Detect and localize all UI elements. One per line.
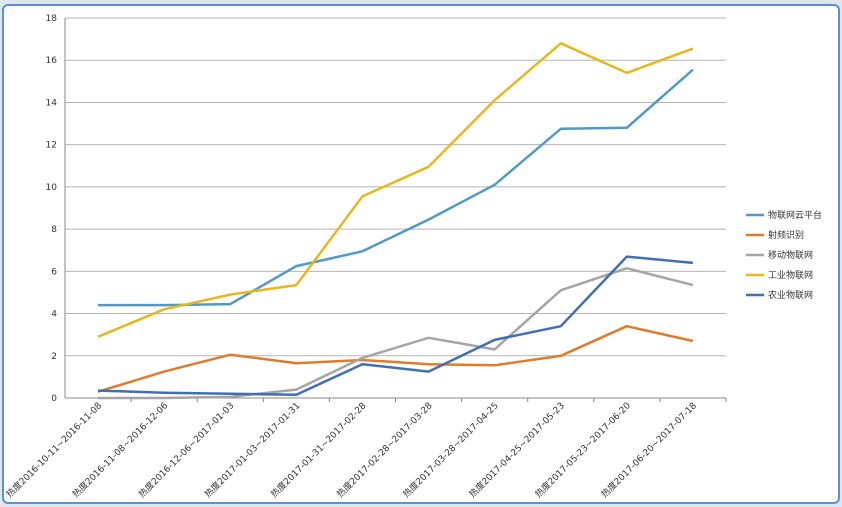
chart: 024681012141618热度2016-10-11~2016-11-08热度… bbox=[4, 14, 822, 500]
series-line bbox=[97, 324, 694, 393]
y-tick-label: 12 bbox=[46, 141, 57, 151]
series-line bbox=[98, 68, 694, 307]
legend-label: 农业物联网 bbox=[768, 289, 813, 301]
y-tick-label: 16 bbox=[46, 56, 58, 66]
y-tick-label: 8 bbox=[51, 225, 57, 235]
series-line bbox=[98, 266, 694, 400]
series-line bbox=[97, 42, 694, 338]
y-tick-label: 10 bbox=[46, 183, 58, 193]
series-line bbox=[97, 255, 694, 397]
y-tick-label: 2 bbox=[51, 352, 57, 362]
legend-label: 物联网云平台 bbox=[768, 209, 822, 221]
y-tick-label: 0 bbox=[51, 394, 57, 404]
y-tick-label: 4 bbox=[51, 310, 57, 320]
y-tick-label: 14 bbox=[46, 98, 58, 108]
y-tick-label: 6 bbox=[51, 267, 57, 277]
window: 0 2 4 6 8 10 12 14 16 18 热度2016-10-11~2016-11-08 热度… bbox=[2, 4, 840, 504]
legend-label: 移动物联网 bbox=[768, 249, 813, 261]
legend-label: 工业物联网 bbox=[768, 269, 813, 281]
y-tick-label: 18 bbox=[46, 14, 58, 24]
legend-label: 射频识别 bbox=[768, 229, 804, 241]
